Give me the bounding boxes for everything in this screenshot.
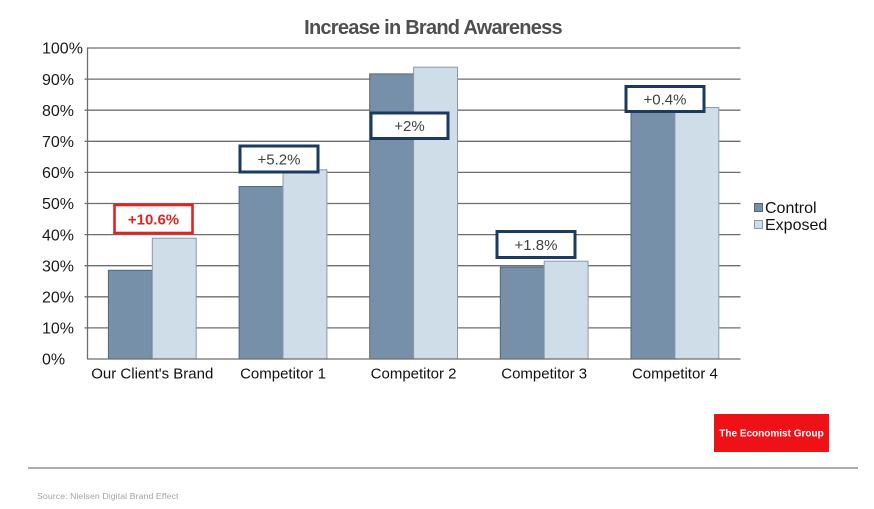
svg-text:60%: 60% xyxy=(42,165,74,182)
svg-text:+5.2%: +5.2% xyxy=(258,151,301,168)
svg-text:80%: 80% xyxy=(42,103,74,120)
svg-text:100%: 100% xyxy=(42,41,83,58)
svg-text:Control: Control xyxy=(765,200,817,217)
svg-text:The Economist Group: The Economist Group xyxy=(719,429,823,440)
svg-text:20%: 20% xyxy=(42,290,74,307)
svg-text:+0.4%: +0.4% xyxy=(644,91,687,108)
svg-text:Increase in Brand Awareness: Increase in Brand Awareness xyxy=(304,17,562,39)
svg-text:Exposed: Exposed xyxy=(765,217,827,234)
svg-text:+1.8%: +1.8% xyxy=(515,237,558,254)
svg-text:Competitor 2: Competitor 2 xyxy=(371,366,457,383)
svg-text:70%: 70% xyxy=(42,134,74,151)
svg-text:0%: 0% xyxy=(42,352,65,369)
svg-text:30%: 30% xyxy=(42,258,74,275)
svg-text:+10.6%: +10.6% xyxy=(128,211,179,228)
svg-text:Our Client's Brand: Our Client's Brand xyxy=(91,366,213,383)
svg-text:Competitor 1: Competitor 1 xyxy=(240,366,326,383)
svg-text:10%: 10% xyxy=(42,321,74,338)
svg-text:40%: 40% xyxy=(42,227,74,244)
svg-text:50%: 50% xyxy=(42,196,74,213)
svg-text:+2%: +2% xyxy=(394,118,424,135)
svg-text:Source: Nielsen Digital Brand: Source: Nielsen Digital Brand Effect xyxy=(37,491,179,501)
svg-text:Competitor 3: Competitor 3 xyxy=(501,366,587,383)
svg-text:90%: 90% xyxy=(42,72,74,89)
svg-text:Competitor 4: Competitor 4 xyxy=(632,366,718,383)
